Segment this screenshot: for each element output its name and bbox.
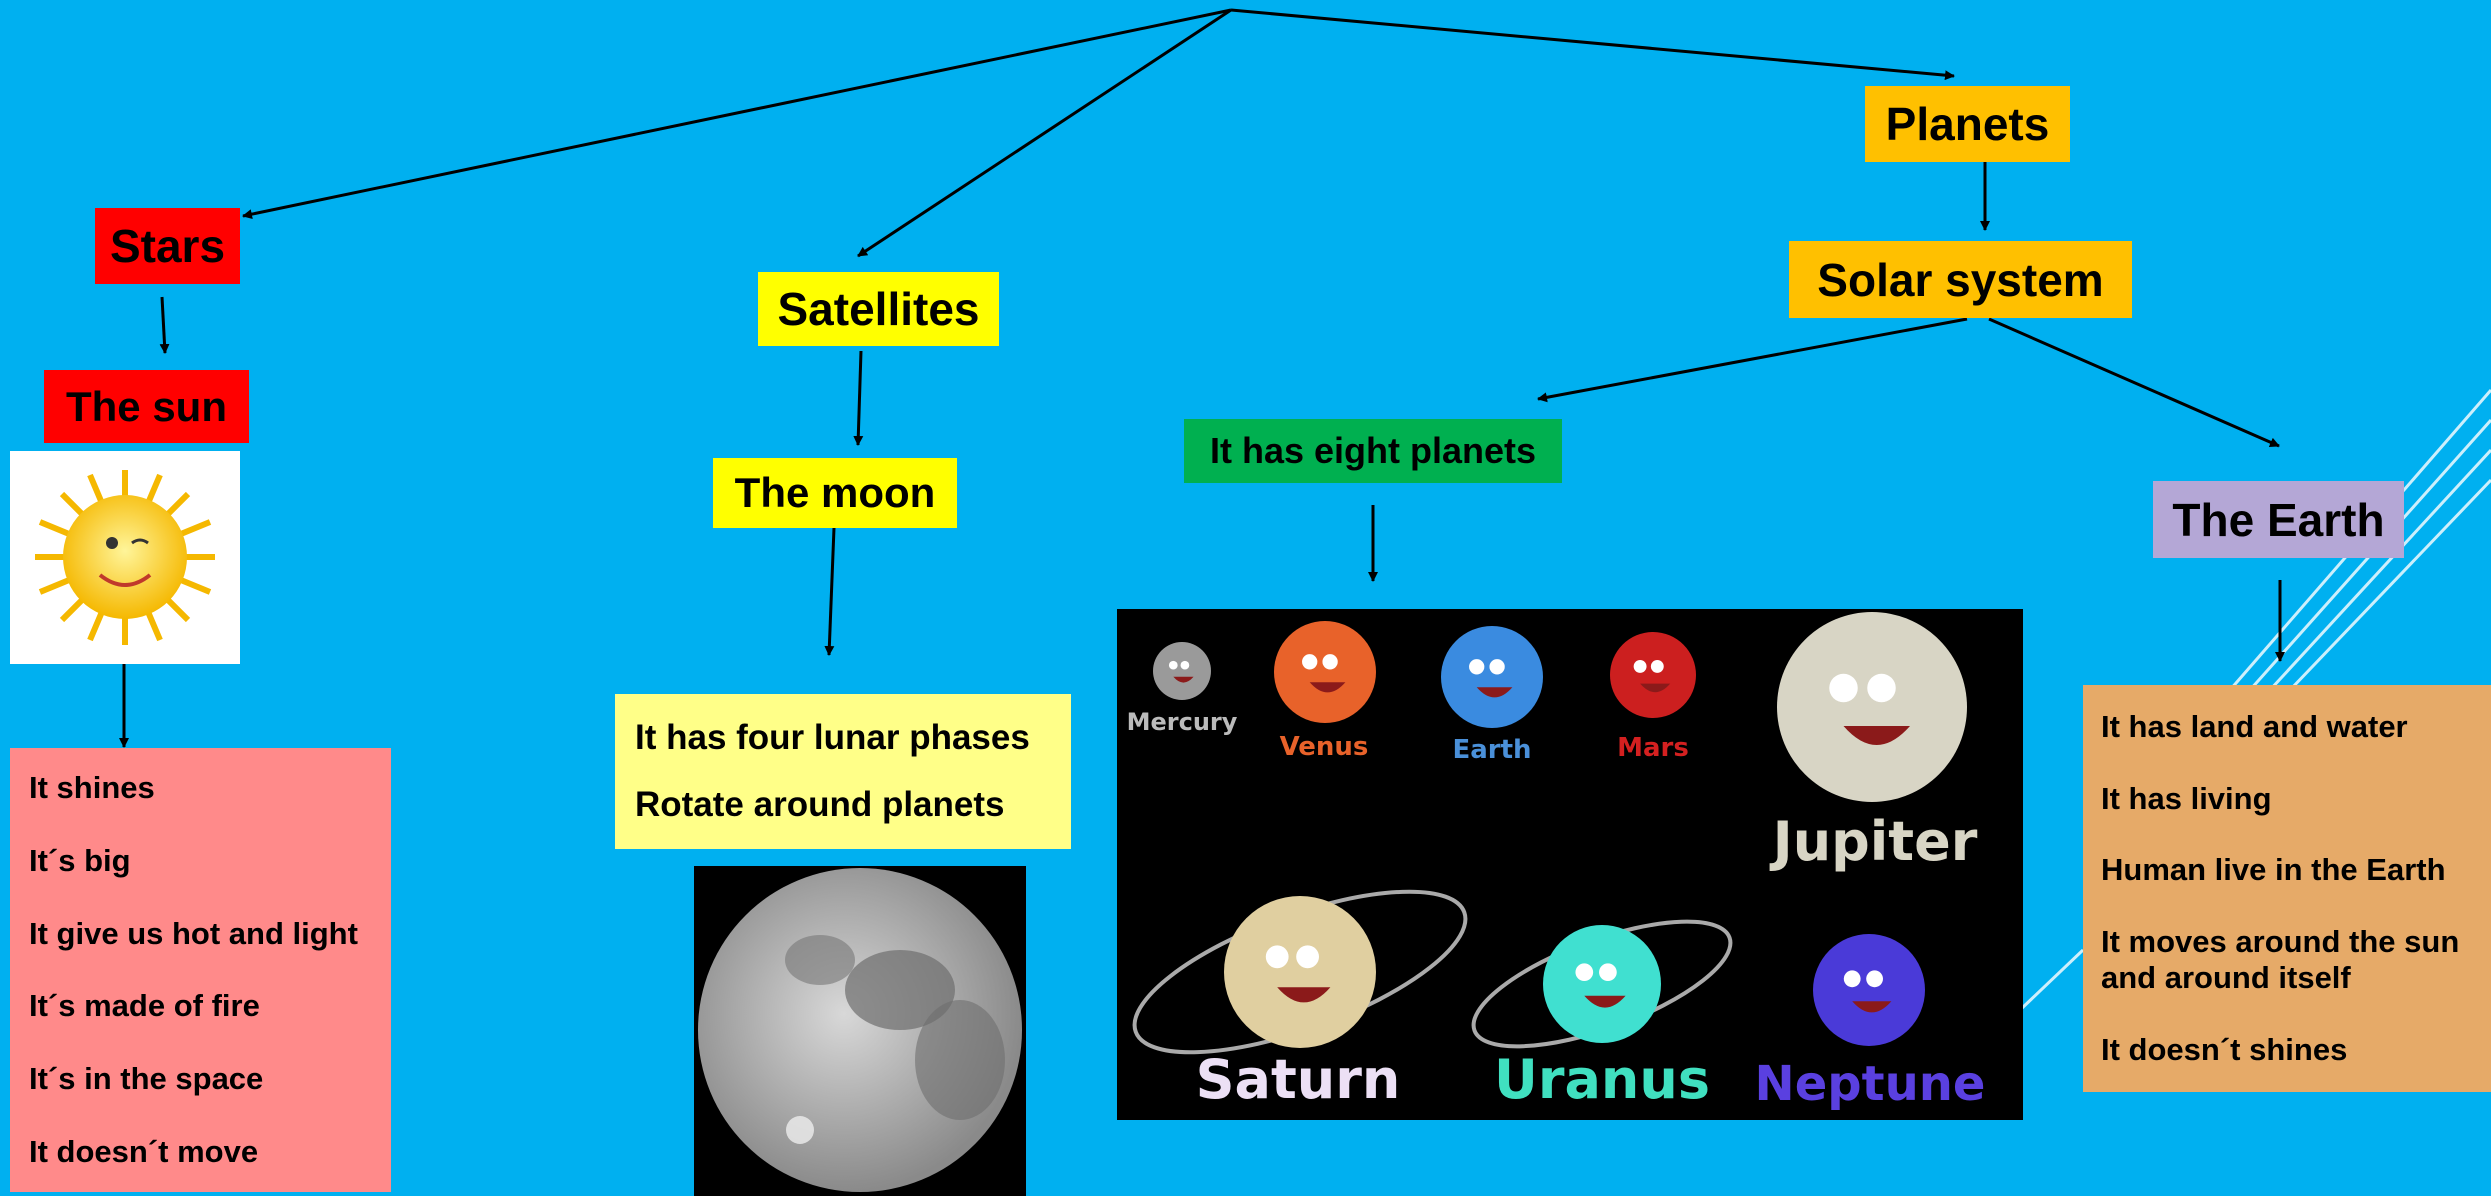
planet-label: Neptune xyxy=(1755,1056,1986,1112)
planet-eye xyxy=(1489,659,1504,674)
earth-facts: It has land and water It has living Human … xyxy=(2083,685,2491,1092)
node-earth: The Earth xyxy=(2153,481,2404,558)
planet-label: Mars xyxy=(1617,733,1689,763)
fact-item: It doesn´t move xyxy=(29,1134,372,1170)
node-stars: Stars xyxy=(95,208,240,284)
node-sun: The sun xyxy=(44,370,249,443)
fact-item: It has land and water xyxy=(2101,709,2473,745)
planet xyxy=(1441,626,1543,728)
planet-eye xyxy=(1844,970,1861,987)
planet-eye xyxy=(1866,970,1883,987)
planet-label: Uranus xyxy=(1494,1048,1710,1111)
moon-facts: It has four lunar phases Rotate around pl… xyxy=(615,694,1071,849)
planet-eye xyxy=(1829,674,1858,703)
planet xyxy=(1153,642,1211,700)
fact-item: It doesn´t shines xyxy=(2101,1032,2473,1068)
node-label: The moon xyxy=(735,469,936,517)
fact-item: It´s big xyxy=(29,843,372,879)
fact-item: It has four lunar phases xyxy=(635,720,1051,756)
sun-image xyxy=(10,451,240,664)
slide: Mercury Venus Earth Mars Jupiter Saturn Uranus… xyxy=(0,0,2491,1196)
planet-eye xyxy=(1322,654,1337,669)
node-label: Satellites xyxy=(778,282,980,336)
node-satellites: Satellites xyxy=(758,272,999,346)
planet xyxy=(1543,925,1661,1043)
moon-image xyxy=(694,866,1026,1196)
fact-item: Rotate around planets xyxy=(635,787,1051,823)
node-label: Planets xyxy=(1886,97,2050,151)
node-solar-system: Solar system xyxy=(1789,241,2132,318)
fact-item: It´s in the space xyxy=(29,1061,372,1097)
planet xyxy=(1224,896,1376,1048)
planet-label: Venus xyxy=(1280,732,1369,762)
fact-item: It give us hot and light xyxy=(29,916,372,952)
planet-eye xyxy=(1181,661,1190,670)
planet-label: Jupiter xyxy=(1769,810,1978,873)
planet-eye xyxy=(1651,660,1664,673)
planet-eye xyxy=(1169,661,1178,670)
node-label: The Earth xyxy=(2172,493,2384,547)
node-eight-planets: It has eight planets xyxy=(1184,419,1562,483)
planet xyxy=(1777,612,1967,802)
planet-eye xyxy=(1296,945,1319,968)
planet xyxy=(1813,934,1925,1046)
planets-image: Mercury Venus Earth Mars Jupiter Saturn Uranus… xyxy=(1116,609,2023,1120)
planet-label: Saturn xyxy=(1196,1048,1401,1111)
node-label: Solar system xyxy=(1817,253,2103,307)
planet-eye xyxy=(1302,654,1317,669)
planet-eye xyxy=(1634,660,1647,673)
fact-item: It´s made of fire xyxy=(29,988,372,1024)
node-planets: Planets xyxy=(1865,86,2070,162)
node-label: It has eight planets xyxy=(1210,430,1536,472)
fact-item: Human live in the Earth xyxy=(2101,852,2473,888)
node-moon: The moon xyxy=(713,458,957,528)
fact-item: It moves around the sun and around itsel… xyxy=(2101,924,2473,996)
planet-eye xyxy=(1469,659,1484,674)
node-label: The sun xyxy=(66,383,227,431)
planet xyxy=(1610,632,1696,718)
fact-item: It shines xyxy=(29,770,372,806)
fact-item: It has living xyxy=(2101,781,2473,817)
planet-eye xyxy=(1599,963,1617,981)
planet xyxy=(1274,621,1376,723)
planet-label: Mercury xyxy=(1127,708,1238,736)
planet-eye xyxy=(1867,674,1896,703)
planet-label: Earth xyxy=(1452,735,1531,765)
planet-eye xyxy=(1266,945,1289,968)
planet-eye xyxy=(1575,963,1593,981)
stars-facts: It shines It´s big It give us hot and ligh… xyxy=(10,748,391,1192)
node-label: Stars xyxy=(110,219,225,273)
